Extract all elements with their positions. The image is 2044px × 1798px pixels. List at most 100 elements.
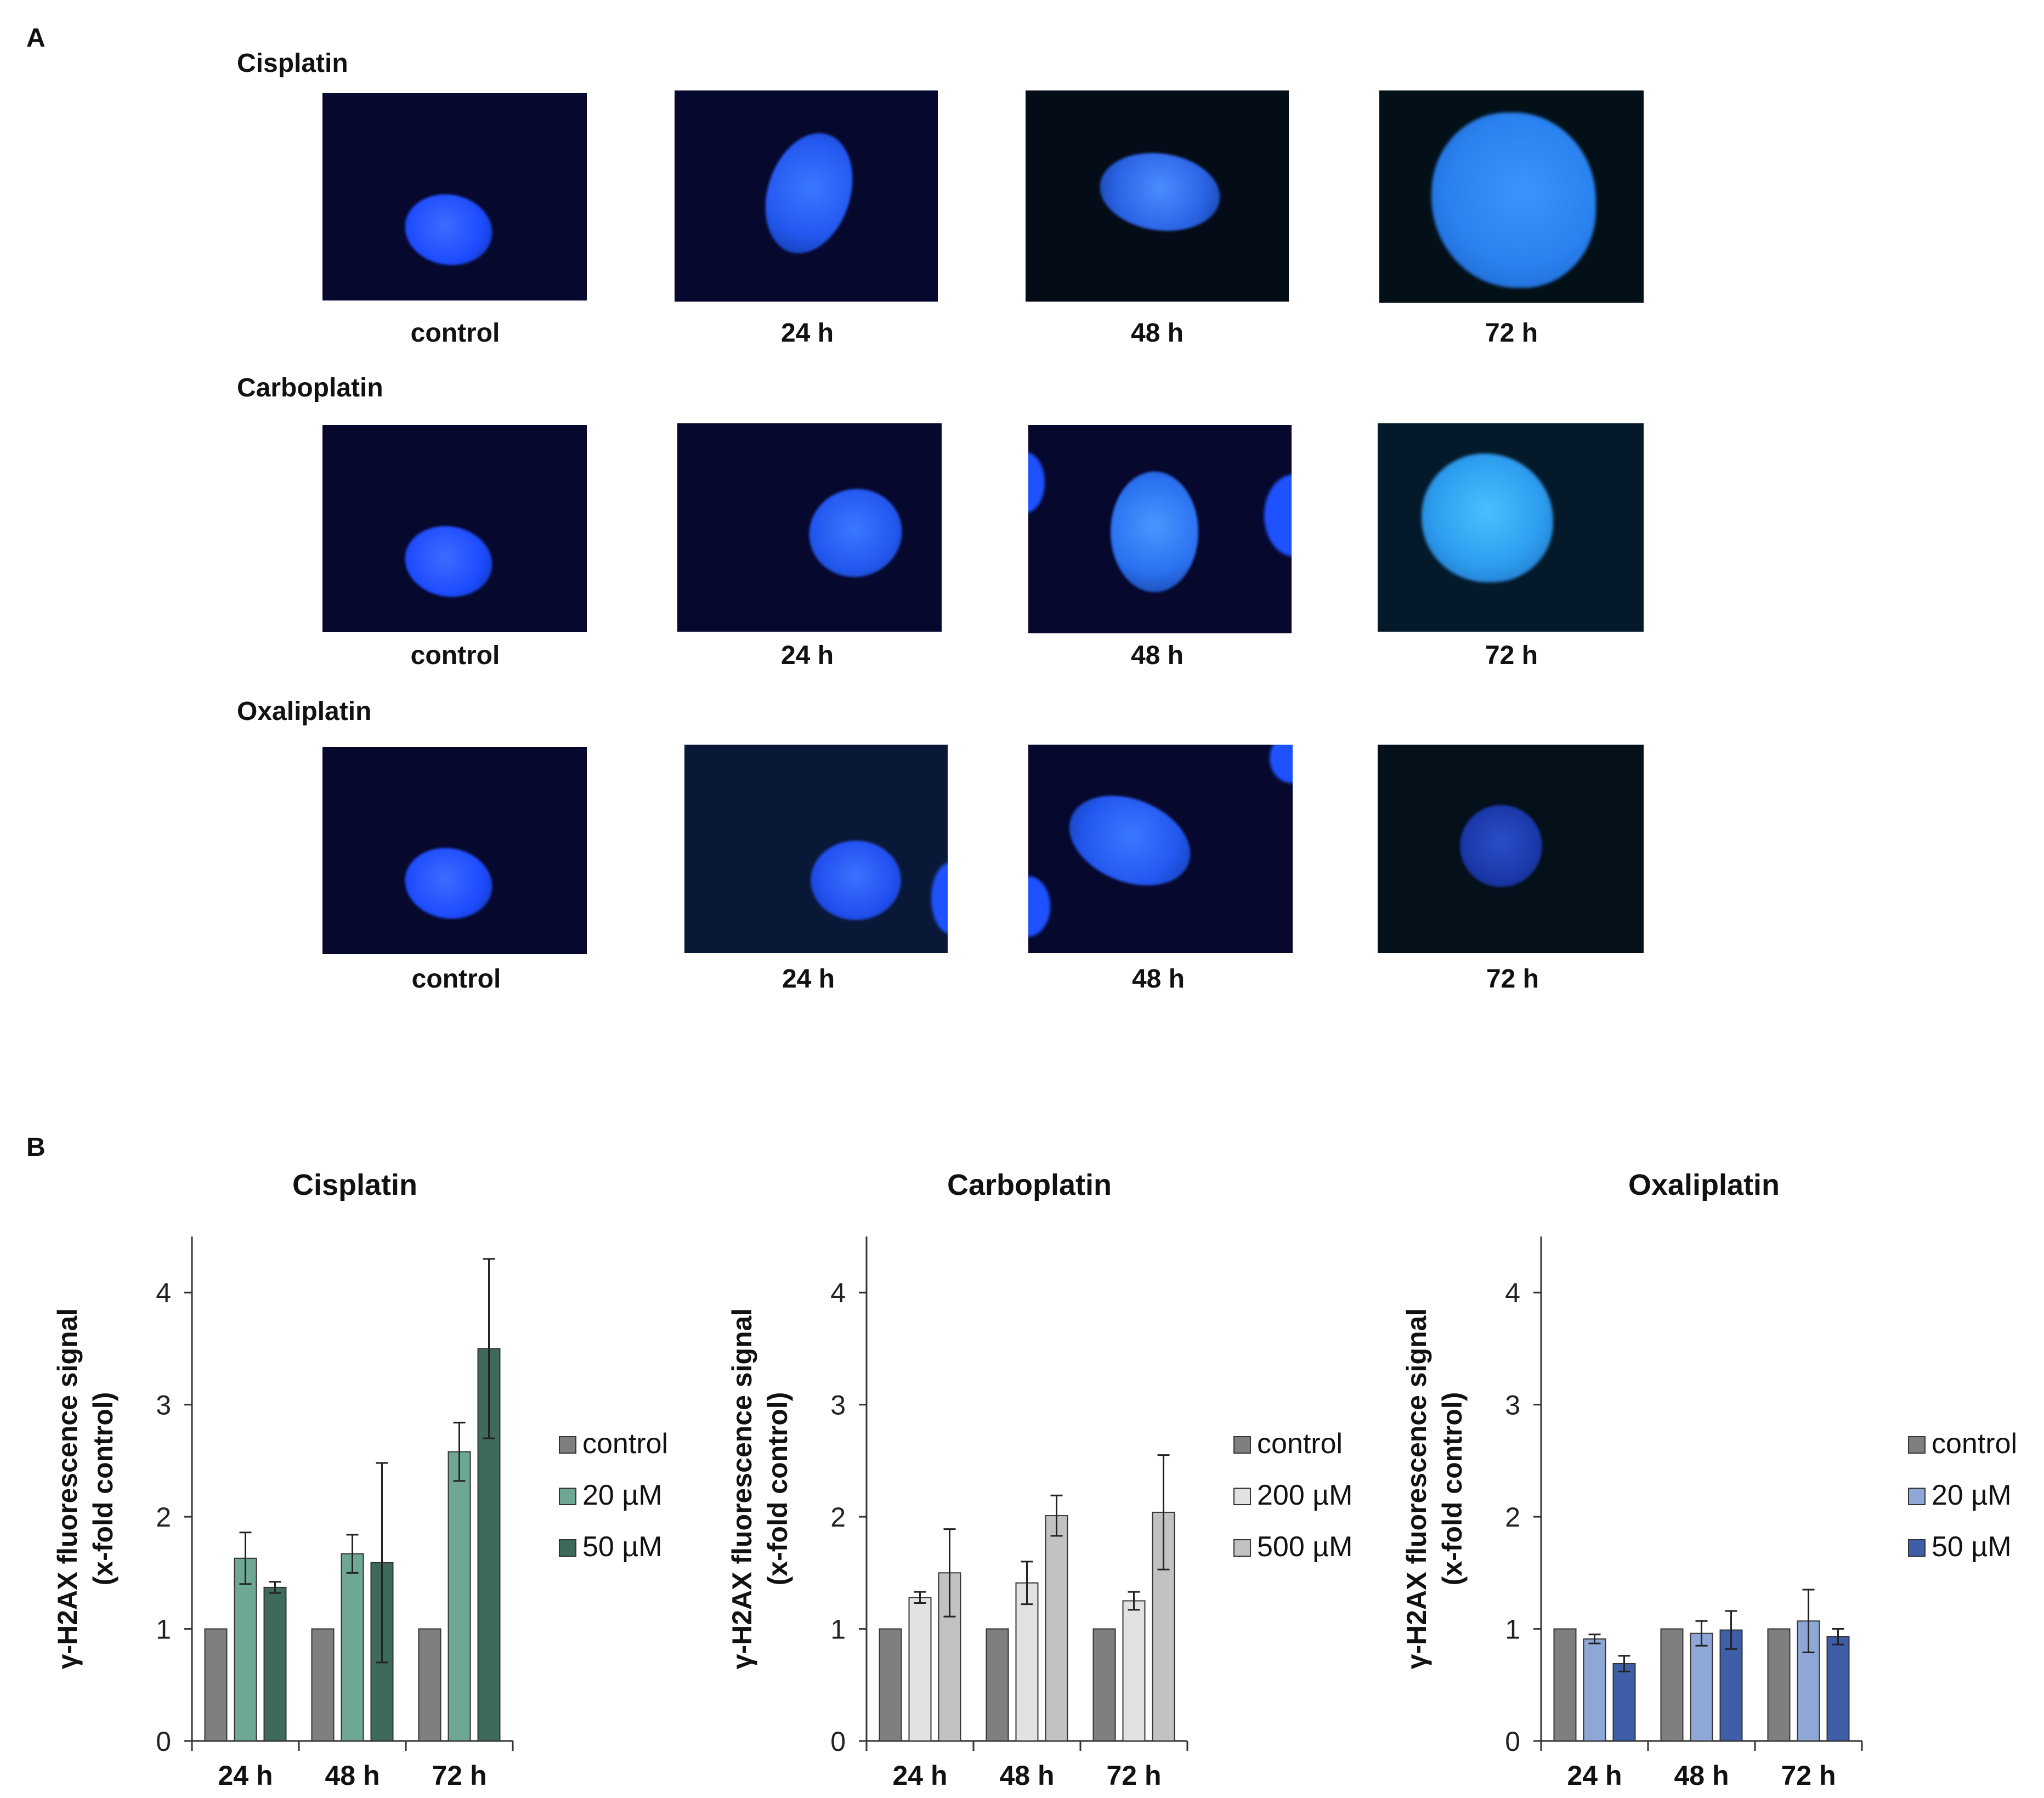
- y-tick-label: 1: [830, 1614, 846, 1645]
- x-tick-label: 48 h: [325, 1760, 380, 1791]
- micrograph-oxaliplatin-control: [322, 747, 587, 954]
- caption-cisplatin-control: control: [410, 319, 500, 348]
- y-tick-label: 2: [1505, 1502, 1520, 1533]
- nucleus: [931, 863, 948, 934]
- x-tick-label: 48 h: [999, 1760, 1054, 1791]
- bar: [1826, 1636, 1850, 1742]
- x-tick-label: 72 h: [1781, 1760, 1836, 1791]
- y-tick-label: 0: [156, 1726, 171, 1757]
- legend-label: 500 µM: [1257, 1531, 1352, 1563]
- y-tick-label: 2: [830, 1502, 846, 1533]
- y-axis-label-2: (x-fold control): [88, 1392, 118, 1586]
- nucleus: [1422, 453, 1553, 582]
- nucleus: [399, 188, 498, 272]
- bars: [204, 1258, 501, 1742]
- bar: [1583, 1638, 1606, 1742]
- bar: [1092, 1628, 1116, 1742]
- caption-carboplatin-control: control: [410, 641, 500, 670]
- legend-label: 20 µM: [1932, 1479, 2012, 1511]
- legend-swatch: [1908, 1488, 1926, 1505]
- legend-swatch: [1233, 1488, 1251, 1505]
- bar: [204, 1628, 228, 1742]
- bar: [1015, 1582, 1039, 1742]
- legend-swatch: [1233, 1436, 1251, 1454]
- caption-cisplatin-24h: 24 h: [780, 319, 834, 348]
- y-axis-label: γ-H2AX fluorescence signal: [1401, 1308, 1432, 1670]
- y-axis-label: γ-H2AX fluorescence signal: [727, 1308, 757, 1670]
- legend-label: control: [1257, 1428, 1343, 1460]
- micrograph-cisplatin-72h: [1379, 90, 1644, 303]
- nucleus: [399, 519, 498, 604]
- nucleus: [811, 841, 901, 920]
- nucleus: [1111, 472, 1198, 592]
- legend: control 20 µM 50 µM: [559, 1428, 668, 1563]
- nucleus: [1460, 805, 1542, 887]
- caption-oxaliplatin-72h: 72 h: [1486, 965, 1539, 994]
- legend-label: 50 µM: [582, 1531, 663, 1563]
- bar: [986, 1628, 1009, 1742]
- bar: [1553, 1628, 1577, 1742]
- caption-carboplatin-24h: 24 h: [780, 641, 834, 670]
- bar: [1045, 1515, 1068, 1742]
- bar: [1767, 1628, 1791, 1742]
- y-axis-label-2: (x-fold control): [1437, 1392, 1468, 1586]
- nucleus: [1056, 779, 1204, 903]
- legend-label: control: [1932, 1428, 2017, 1460]
- nucleus: [1028, 876, 1050, 937]
- y-tick-label: 0: [1505, 1726, 1520, 1757]
- chart-title-oxaliplatin: Oxaliplatin: [1628, 1169, 1780, 1201]
- bar: [448, 1451, 471, 1742]
- row-title-cisplatin: Cisplatin: [237, 49, 348, 78]
- bar: [879, 1628, 902, 1742]
- y-tick-label: 4: [1505, 1278, 1520, 1308]
- legend-label: control: [582, 1428, 668, 1460]
- y-tick-label: 1: [1505, 1614, 1520, 1645]
- legend-label: 20 µM: [582, 1479, 663, 1511]
- axes: 0 1 2 3 4 24 h 48 h 72 h γ-H2AX fluorescence sig…: [52, 1237, 514, 1791]
- micrograph-carboplatin-control: [322, 425, 587, 632]
- chart-cisplatin: 0 1 2 3 4 24 h 48 h 72 h γ-H2AX fluorescence sig…: [52, 1237, 668, 1791]
- y-tick-label: 1: [156, 1614, 171, 1645]
- micrograph-cisplatin-24h: [675, 90, 938, 302]
- nucleus: [799, 478, 912, 588]
- micrograph-carboplatin-48h: [1028, 425, 1292, 633]
- micrograph-oxaliplatin-48h: [1028, 745, 1293, 953]
- x-tick-label: 72 h: [432, 1760, 486, 1791]
- chart-carboplatin: 0 1 2 3 4 24 h 48 h 72 h γ-H2AX fluorescence sig…: [727, 1237, 1352, 1791]
- micrograph-cisplatin-48h: [1026, 90, 1289, 302]
- legend: control 20 µM 50 µM: [1908, 1428, 2017, 1563]
- legend-label: 200 µM: [1257, 1479, 1352, 1511]
- bar: [1660, 1628, 1684, 1742]
- y-tick-label: 3: [830, 1390, 846, 1421]
- bar: [1612, 1663, 1636, 1742]
- y-tick-label: 2: [156, 1502, 171, 1533]
- legend-swatch: [1233, 1539, 1251, 1557]
- legend-swatch: [559, 1539, 576, 1557]
- caption-oxaliplatin-control: control: [411, 965, 501, 994]
- nucleus: [399, 841, 498, 926]
- axes: 0 1 2 3 4 24 h 48 h 72 h γ-H2AX fluorescence sig…: [1401, 1237, 1863, 1791]
- bars: [879, 1454, 1175, 1742]
- nucleus: [750, 122, 868, 265]
- caption-carboplatin-48h: 48 h: [1130, 641, 1184, 670]
- chart-oxaliplatin: 0 1 2 3 4 24 h 48 h 72 h γ-H2AX fluorescence sig…: [1401, 1237, 2017, 1791]
- x-tick-label: 72 h: [1106, 1760, 1161, 1791]
- bar: [418, 1628, 441, 1742]
- nucleus: [1095, 145, 1225, 239]
- nucleus: [1270, 745, 1293, 783]
- legend-swatch: [1908, 1539, 1926, 1557]
- legend: control 200 µM 500 µM: [1233, 1428, 1352, 1563]
- micrograph-cisplatin-control: [322, 93, 587, 300]
- legend-swatch: [559, 1436, 576, 1454]
- caption-oxaliplatin-24h: 24 h: [782, 965, 835, 994]
- x-tick-label: 24 h: [218, 1760, 273, 1791]
- x-tick-label: 48 h: [1674, 1760, 1729, 1791]
- caption-oxaliplatin-48h: 48 h: [1131, 965, 1185, 994]
- bar: [341, 1553, 364, 1742]
- nucleus: [1264, 474, 1292, 557]
- legend-label: 50 µM: [1932, 1531, 2012, 1563]
- y-tick-label: 4: [830, 1278, 846, 1308]
- y-axis-label-2: (x-fold control): [762, 1392, 793, 1586]
- legend-swatch: [559, 1488, 576, 1505]
- y-tick-label: 3: [156, 1390, 171, 1421]
